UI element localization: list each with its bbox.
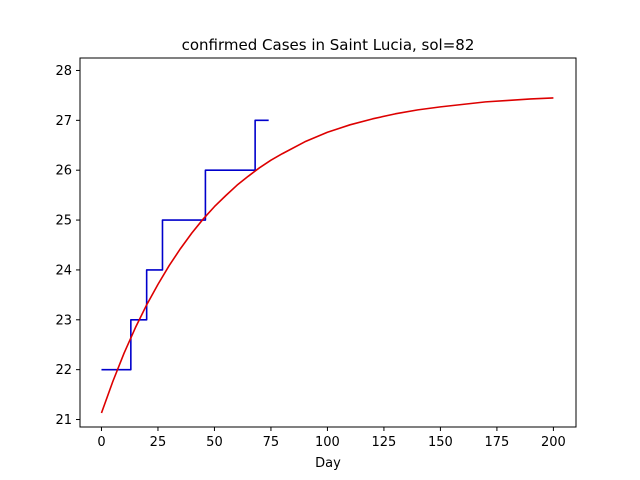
x-tick-label: 175: [484, 435, 509, 450]
y-tick-label: 26: [55, 164, 72, 179]
y-tick-label: 22: [55, 363, 72, 378]
x-tick-label: 125: [372, 435, 397, 450]
confirmed-cases-line: [101, 119, 269, 371]
x-tick-label: 0: [97, 435, 105, 450]
y-axis: 21 22 23 24 25 26 27 28: [55, 64, 80, 428]
x-tick-label: 150: [428, 435, 453, 450]
x-tick-label: 25: [150, 435, 167, 450]
y-tick-label: 25: [55, 214, 72, 229]
y-tick-label: 24: [55, 263, 72, 278]
y-tick-label: 23: [55, 313, 72, 328]
x-axis: 0 25 50 75 100 125 150 175 200: [97, 427, 566, 450]
x-axis-label: Day: [315, 456, 341, 471]
plot-area-frame: [79, 57, 577, 428]
y-tick-label: 28: [55, 64, 72, 79]
y-tick-label: 27: [55, 114, 72, 129]
chart-title: confirmed Cases in Saint Lucia, sol=82: [182, 36, 475, 54]
series-layer: [100, 97, 554, 414]
fitted-curve-line: [100, 97, 554, 414]
x-tick-label: 200: [541, 435, 566, 450]
x-tick-label: 100: [315, 435, 340, 450]
x-tick-label: 75: [263, 435, 280, 450]
x-tick-label: 50: [206, 435, 223, 450]
y-tick-label: 21: [55, 413, 72, 428]
